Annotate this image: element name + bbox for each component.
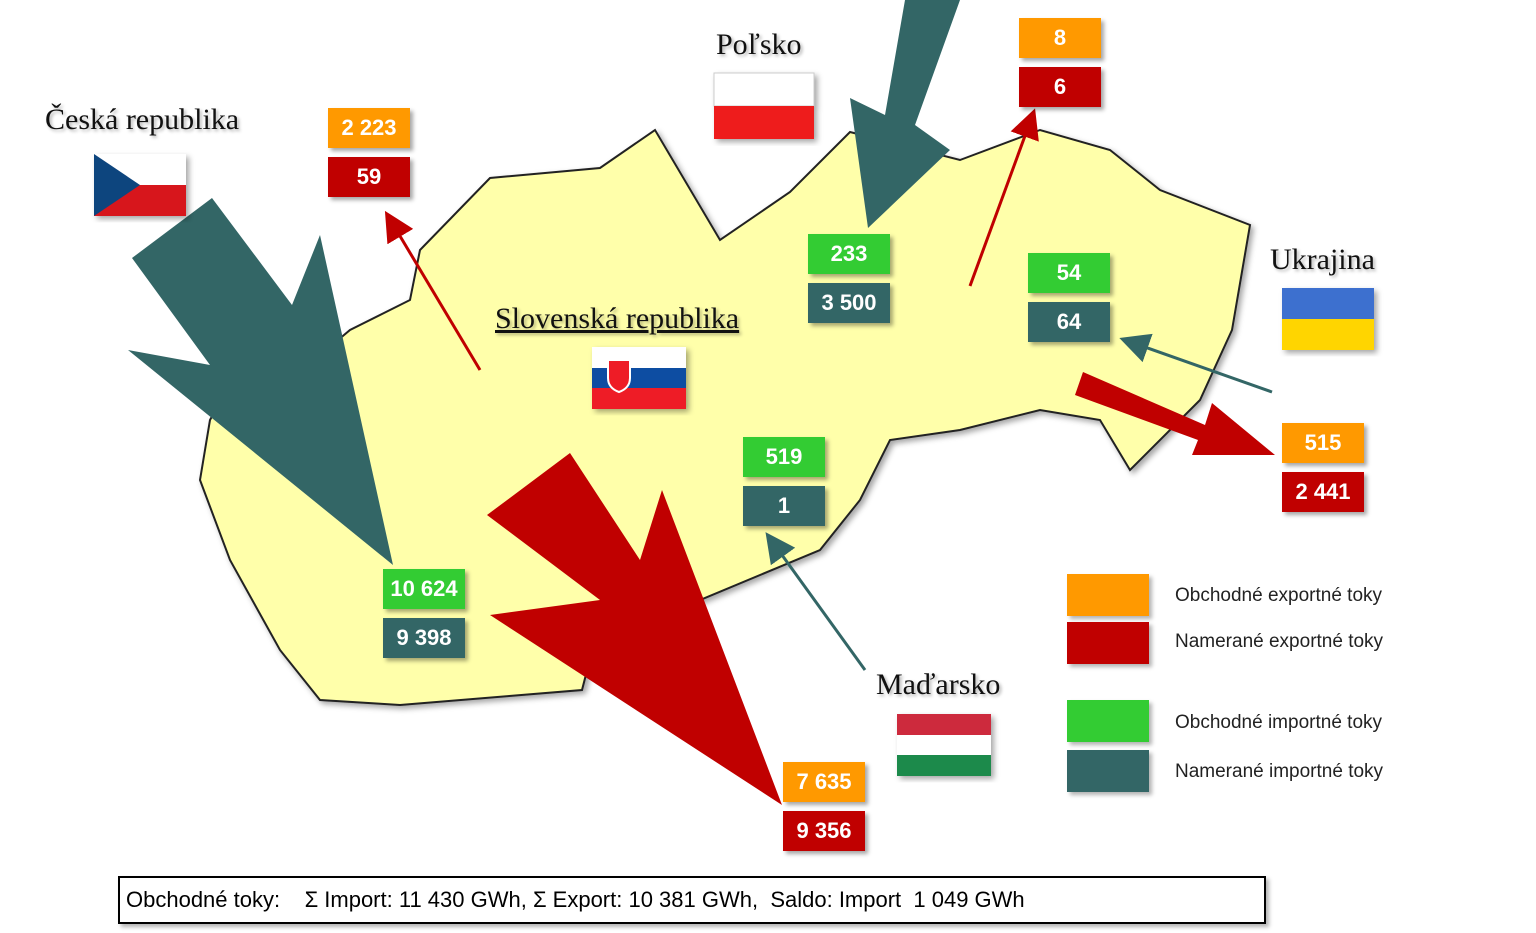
legend-label: Obchodné importné toky xyxy=(1175,712,1383,733)
footer-text: Σ Import: 11 430 GWh, Σ Export: 10 381 G… xyxy=(304,887,1025,912)
country-label: Česká republika xyxy=(45,103,240,136)
flow-value: 2 223 xyxy=(328,108,410,148)
export-arrow xyxy=(1075,372,1275,455)
thin-arrow xyxy=(1119,333,1273,394)
slovakia-shape xyxy=(198,128,1252,707)
country-label: Poľsko xyxy=(716,28,802,61)
flow-value: 2 441 xyxy=(1282,472,1364,512)
country-label: Maďarsko xyxy=(876,668,1001,701)
flow-value: 3 500 xyxy=(808,283,890,323)
flow-value: 8 xyxy=(1019,18,1101,58)
flow-value: 9 356 xyxy=(783,811,865,851)
legend-label: Obchodné exportné toky xyxy=(1175,585,1383,606)
legend-swatch xyxy=(1067,574,1149,616)
flow-value: 64 xyxy=(1028,302,1110,342)
import-arrow xyxy=(850,0,960,228)
legend-swatch xyxy=(1067,750,1149,792)
legend-swatch xyxy=(1067,700,1149,742)
footer: Obchodné toky: Σ Import: 11 430 GWh, Σ E… xyxy=(118,876,1266,924)
flow-value: 519 xyxy=(743,437,825,477)
flow-value: 54 xyxy=(1028,253,1110,293)
footer-label: Obchodné toky: xyxy=(126,887,281,912)
flow-value: 10 624 xyxy=(383,569,465,609)
country-label: Slovenská republika xyxy=(495,302,740,335)
flag-pl xyxy=(713,72,815,139)
flow-value: 233 xyxy=(808,234,890,274)
flow-value: 6 xyxy=(1019,67,1101,107)
legend-label: Namerané exportné toky xyxy=(1175,631,1384,652)
export-arrow xyxy=(487,453,782,805)
flag-ua xyxy=(1282,288,1374,350)
import-arrow xyxy=(128,198,393,565)
flag-sk xyxy=(592,347,686,409)
flow-value: 7 635 xyxy=(783,762,865,802)
thin-arrow xyxy=(384,210,482,371)
flag-hu xyxy=(897,714,991,776)
legend-label: Namerané importné toky xyxy=(1175,761,1384,782)
thin-arrow xyxy=(765,532,867,671)
flow-value: 9 398 xyxy=(383,618,465,658)
country-label: Ukrajina xyxy=(1270,243,1375,276)
legend-swatch xyxy=(1067,622,1149,664)
flow-value: 1 xyxy=(743,486,825,526)
flag-cz xyxy=(94,154,186,216)
thin-arrow xyxy=(968,108,1039,287)
flow-value: 59 xyxy=(328,157,410,197)
flow-value: 515 xyxy=(1282,423,1364,463)
